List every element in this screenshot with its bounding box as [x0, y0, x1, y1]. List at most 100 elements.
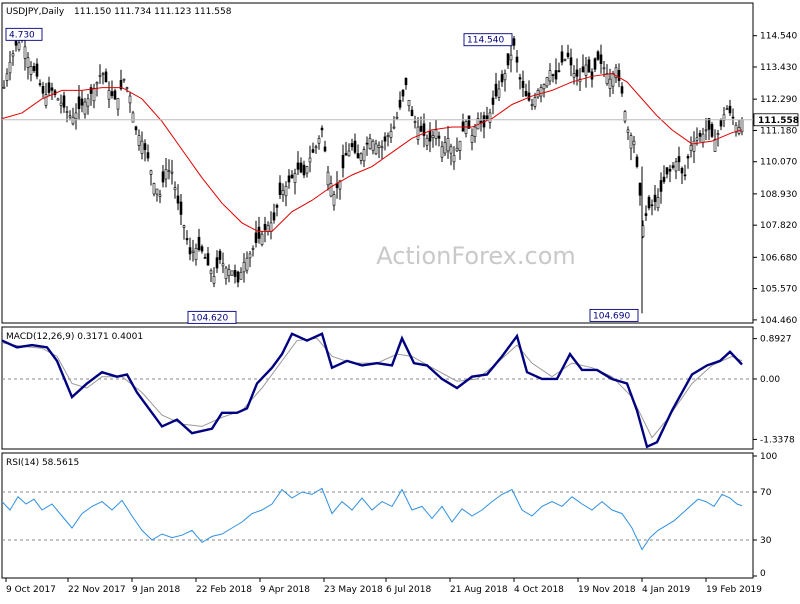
candle-body: [233, 270, 237, 277]
candle-body: [206, 253, 210, 266]
candle-body: [131, 112, 135, 123]
candle-body: [266, 225, 270, 232]
candle-body: [416, 126, 420, 140]
candle-body: [695, 137, 699, 141]
watermark: ActionForex.com: [376, 242, 576, 270]
last-price-box: [753, 113, 799, 127]
candle-body: [122, 78, 126, 81]
candle-body: [617, 70, 621, 81]
candle-body: [422, 123, 426, 136]
candle-body: [104, 71, 108, 83]
candle-body: [86, 98, 90, 107]
candle-body: [158, 194, 162, 197]
candle-body: [116, 98, 120, 110]
candle-body: [533, 97, 537, 107]
candle-body: [245, 257, 249, 271]
candle-body: [683, 174, 687, 177]
candle-body: [326, 171, 330, 186]
candle-body: [686, 156, 690, 159]
candle-body: [257, 226, 261, 239]
candle-body: [662, 176, 666, 182]
candle-body: [470, 135, 474, 143]
price-layer: 114.540 113.430 112.290 111.180 110.070 108.9…: [1, 27, 799, 326]
candle-body: [656, 197, 660, 209]
annotation-label: 104.690: [593, 311, 630, 321]
candle-body: [173, 187, 177, 191]
candle-body: [188, 247, 192, 255]
price-y-tick-label: 114.540: [760, 32, 797, 42]
candle-body: [344, 153, 348, 156]
candle-body: [512, 38, 516, 46]
candle-body: [458, 140, 462, 151]
candle-body: [29, 66, 33, 75]
rsi-y-tick-label: 70: [760, 488, 772, 498]
macd-y-tick-label: 0.00: [760, 375, 780, 385]
candle-body: [362, 149, 366, 162]
candle-body: [200, 246, 204, 252]
candle-body: [332, 194, 336, 206]
candle-body: [209, 270, 213, 274]
candle-body: [608, 78, 612, 89]
candle-body: [596, 51, 600, 60]
candle-body: [356, 153, 360, 159]
candle-body: [347, 150, 351, 157]
candle-body: [581, 66, 585, 73]
candle-body: [689, 145, 693, 151]
candle-body: [446, 138, 450, 152]
candle-body: [602, 67, 606, 70]
candle-body: [674, 161, 678, 172]
candle-body: [92, 87, 96, 102]
candle-body: [242, 262, 246, 273]
candle-body: [359, 153, 363, 161]
candle-body: [263, 223, 267, 231]
candle-body: [110, 91, 114, 96]
candle-body: [635, 156, 639, 167]
candle-body: [677, 156, 681, 163]
candle-body: [698, 133, 702, 137]
candle-body: [374, 143, 378, 155]
rsi-y-tick-label: 0: [760, 569, 766, 579]
candle-body: [557, 70, 561, 72]
candle-body: [431, 135, 435, 138]
rsi-panel-frame: [1, 452, 754, 579]
candle-body: [251, 247, 255, 250]
candle-body: [176, 195, 180, 204]
candle-body: [590, 71, 594, 80]
rsi-layer: 100 70 30 0: [1, 452, 777, 579]
candle-body: [14, 40, 18, 46]
candle-body: [452, 154, 456, 163]
candle-body: [692, 140, 696, 152]
candle-body: [38, 83, 42, 86]
candle-body: [665, 167, 669, 175]
rsi-y-tick-label: 30: [760, 536, 772, 546]
candle-body: [227, 269, 231, 277]
candle-body: [128, 95, 132, 104]
candle-body: [101, 73, 105, 75]
price-y-tick-label: 106.680: [760, 253, 797, 263]
annotation-label: 114.540: [467, 36, 504, 46]
candle-body: [599, 54, 603, 64]
price-y-tick-label: 105.570: [760, 285, 797, 295]
candle-body: [611, 73, 615, 87]
candle-body: [215, 257, 219, 269]
candle-body: [701, 133, 705, 143]
candle-body: [551, 74, 555, 76]
candle-body: [554, 70, 558, 80]
candle-body: [236, 271, 240, 283]
candle-body: [8, 61, 12, 74]
x-axis: 9 Oct 2017 22 Nov 2017 9 Jan 2018 22 Feb 20…: [5, 578, 762, 595]
ohlc-readout: 111.150 111.734 111.123 111.558: [74, 7, 232, 17]
candle-body: [62, 95, 66, 108]
macd-panel-header: MACD(12,26,9) 0.3171 0.4001: [6, 332, 143, 342]
candle-body: [650, 204, 654, 207]
candle-body: [11, 53, 15, 57]
candle-body: [428, 130, 432, 142]
candle-body: [572, 73, 576, 78]
candle-body: [278, 182, 282, 196]
candle-body: [401, 89, 405, 97]
candle-body: [545, 77, 549, 87]
candle-body: [71, 116, 75, 125]
price-y-tick-label: 110.070: [760, 158, 797, 168]
annotation-box: [463, 33, 513, 47]
